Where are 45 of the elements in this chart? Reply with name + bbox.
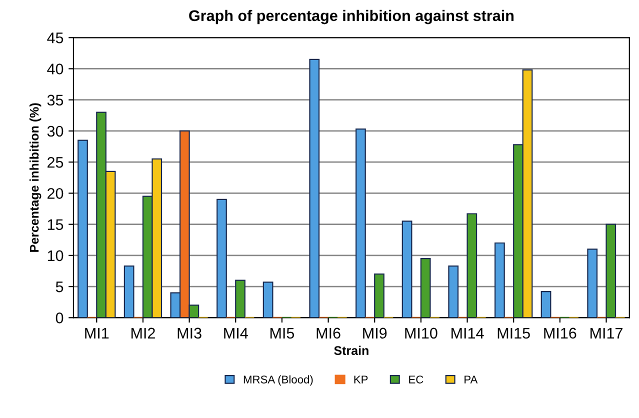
x-tick-label: MI2 bbox=[131, 328, 155, 338]
bar bbox=[606, 224, 616, 318]
legend-label: EC bbox=[409, 376, 424, 384]
bar bbox=[216, 198, 227, 318]
y-tick-label: 35 bbox=[47, 94, 64, 106]
x-axis-title: Strain bbox=[334, 346, 368, 355]
y-axis-title: Percentage inhibition (%) bbox=[30, 103, 42, 252]
y-tick-label: 0 bbox=[56, 312, 64, 324]
legend-label: MRSA (Blood) bbox=[244, 375, 313, 386]
x-tick-label: MI15 bbox=[498, 328, 530, 339]
bar bbox=[124, 265, 134, 318]
bar bbox=[374, 274, 384, 318]
bar bbox=[309, 58, 320, 318]
bar bbox=[262, 282, 274, 318]
bar bbox=[448, 265, 459, 318]
bar bbox=[402, 220, 412, 318]
x-tick-label: MI17 bbox=[590, 328, 622, 338]
x-tick-label: MI10 bbox=[405, 328, 438, 339]
y-tick-label: 20 bbox=[48, 188, 64, 199]
bar bbox=[587, 248, 598, 318]
x-tick-label: MI4 bbox=[224, 328, 248, 338]
y-tick-label: 40 bbox=[47, 64, 64, 74]
x-tick-label: MI5 bbox=[270, 328, 294, 339]
bar bbox=[466, 213, 478, 318]
legend-label: PA bbox=[464, 376, 478, 384]
x-tick-label: MI6 bbox=[316, 328, 340, 339]
x-tick-label: MI9 bbox=[363, 328, 387, 339]
bar bbox=[235, 280, 246, 318]
bar bbox=[420, 258, 431, 318]
y-tick-label: 25 bbox=[48, 156, 64, 168]
x-tick-label: MI3 bbox=[178, 328, 202, 339]
y-tick-label: 5 bbox=[56, 282, 64, 292]
bar bbox=[494, 242, 505, 318]
chart-title: Graph of percentage inhibition against strain bbox=[189, 10, 514, 24]
y-tick-label: 15 bbox=[48, 219, 64, 230]
y-tick-label: 10 bbox=[48, 250, 64, 262]
bar bbox=[540, 290, 552, 318]
x-tick-label: MI16 bbox=[544, 328, 576, 339]
bar bbox=[356, 128, 366, 318]
y-tick-label: 30 bbox=[47, 126, 64, 137]
bar bbox=[78, 140, 88, 318]
y-tick-label: 45 bbox=[47, 32, 64, 44]
legend-label: KP bbox=[354, 376, 368, 384]
x-tick-label: MI14 bbox=[452, 328, 484, 338]
x-tick-label: MI1 bbox=[85, 328, 109, 338]
